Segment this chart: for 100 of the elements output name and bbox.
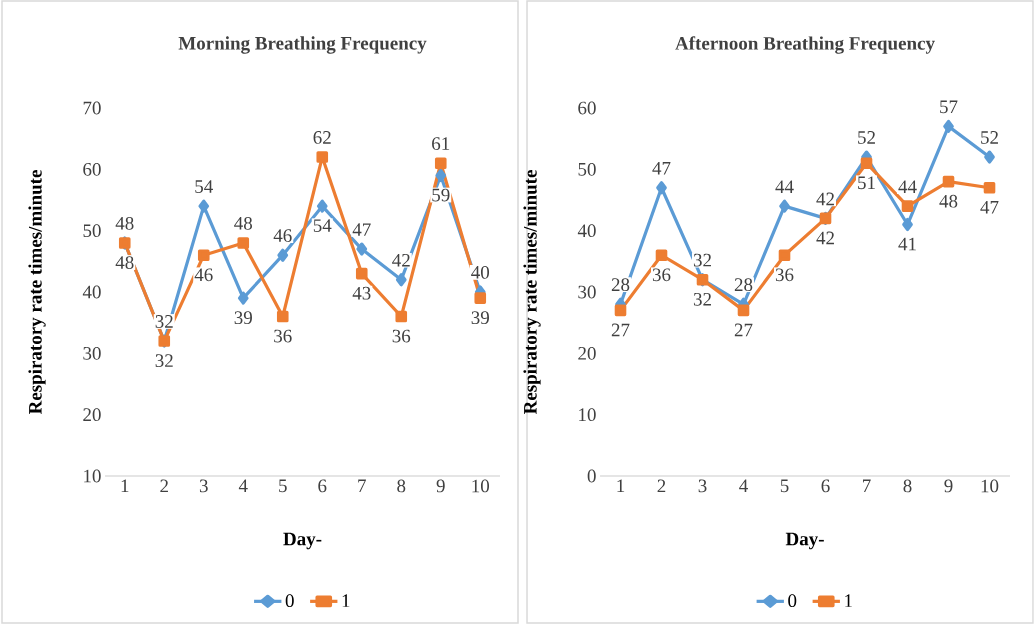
data-label: 32: [693, 292, 711, 306]
point: [901, 200, 914, 212]
point: [316, 199, 328, 213]
point: [277, 248, 289, 262]
point: [943, 119, 954, 133]
data-label: 47: [652, 162, 671, 175]
data-label: 47: [980, 200, 999, 214]
x-tick-label: 9: [436, 479, 445, 493]
point: [197, 249, 210, 261]
x-tick-label: 6: [318, 479, 327, 493]
point: [395, 273, 407, 287]
x-tick-label: 8: [903, 479, 912, 493]
y-axis-title: Respiratory rate times/minute: [523, 170, 541, 415]
data-label: 43: [352, 286, 371, 300]
point: [316, 151, 329, 163]
data-label: 57: [940, 100, 958, 114]
y-tick-label: 50: [578, 162, 596, 176]
legend-label: 0: [285, 594, 294, 608]
x-tick-label: 7: [358, 479, 366, 492]
x-tick-label: 6: [821, 479, 830, 493]
legend-label: 1: [845, 594, 852, 607]
data-label: 39: [234, 311, 252, 325]
x-tick-label: 9: [944, 479, 953, 493]
data-label: 48: [939, 194, 958, 208]
y-tick-label: 30: [83, 346, 101, 360]
point: [779, 199, 790, 213]
y-axis-title: Respiratory rate times/minute: [28, 170, 46, 415]
data-label: 52: [981, 131, 998, 144]
x-tick-label: 3: [698, 479, 707, 493]
x-tick-label: 5: [780, 479, 789, 493]
x-tick-label: 1: [617, 479, 625, 493]
data-label: 32: [155, 354, 173, 368]
x-tick-label: 4: [739, 479, 748, 493]
data-label: 32: [693, 253, 711, 267]
y-tick-label: 10: [579, 408, 596, 422]
point: [237, 237, 250, 249]
y-tick-label: 60: [83, 162, 101, 176]
data-label: 36: [392, 329, 411, 343]
x-tick-label: 3: [199, 479, 208, 493]
y-tick-label: 20: [578, 346, 596, 360]
data-label: 54: [313, 219, 332, 233]
point: [656, 181, 667, 195]
x-axis-title: Day-: [283, 532, 322, 550]
data-label: 48: [234, 216, 253, 230]
data-label: 48: [115, 216, 134, 230]
x-tick-label: 2: [657, 479, 666, 493]
data-label: 47: [352, 223, 371, 236]
point: [737, 304, 750, 317]
chart-title: Afternoon Breathing Frequency: [675, 36, 935, 54]
data-label: 61: [432, 137, 450, 150]
data-label: 44: [775, 180, 794, 193]
x-tick-label: 8: [397, 479, 406, 493]
point: [434, 157, 447, 169]
y-tick-label: 50: [83, 224, 101, 238]
point: [984, 150, 995, 164]
data-label: 51: [858, 176, 875, 190]
point: [655, 249, 668, 261]
data-label: 27: [611, 323, 630, 337]
x-tick-label: 7: [863, 479, 871, 492]
data-label: 52: [858, 131, 875, 144]
x-tick-label: 4: [238, 479, 248, 493]
point: [276, 310, 289, 323]
x-tick-label: 5: [279, 479, 287, 493]
data-label: 46: [194, 268, 213, 282]
point: [198, 199, 210, 213]
point: [942, 175, 955, 188]
data-label: 39: [471, 311, 489, 325]
point: [474, 292, 487, 304]
point: [614, 304, 627, 317]
y-tick-label: 10: [84, 469, 101, 483]
data-label: 36: [775, 268, 794, 282]
y-tick-label: 0: [587, 469, 596, 483]
y-tick-label: 70: [83, 101, 101, 115]
point: [778, 249, 791, 261]
data-label: 32: [155, 315, 173, 328]
data-label: 54: [195, 180, 213, 193]
y-tick-label: 60: [578, 101, 596, 115]
point: [983, 181, 996, 194]
legend-label: 0: [788, 594, 797, 608]
point: [395, 310, 408, 323]
data-label: 41: [898, 237, 916, 251]
x-tick-label: 10: [472, 479, 490, 493]
x-tick-label: 10: [981, 479, 999, 493]
data-label: 36: [652, 268, 671, 282]
legend-label: 1: [342, 594, 350, 607]
data-label: 46: [273, 229, 292, 242]
data-label: 36: [274, 329, 292, 343]
data-label: 40: [471, 265, 490, 279]
point: [237, 291, 249, 305]
point: [435, 168, 447, 183]
data-label: 28: [734, 278, 753, 292]
data-label: 42: [816, 192, 834, 206]
y-tick-label: 40: [82, 285, 101, 299]
x-tick-label: 2: [160, 479, 168, 493]
x-axis-title: Day-: [785, 532, 824, 550]
data-label: 48: [115, 256, 134, 269]
data-label: 27: [734, 323, 753, 337]
point: [355, 267, 368, 280]
chart-title: Morning Breathing Frequency: [178, 36, 427, 54]
data-label: 42: [816, 231, 834, 245]
